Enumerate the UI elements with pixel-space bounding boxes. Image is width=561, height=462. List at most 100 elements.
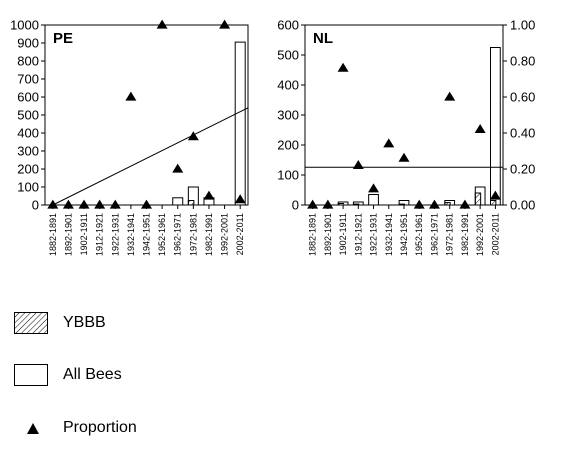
proportion-marker <box>62 199 74 209</box>
x-tick-label: 1922-1931 <box>110 213 120 256</box>
legend-item-ybbb: YBBB <box>14 310 106 336</box>
x-tick-label: 1932-1941 <box>384 213 394 256</box>
y-tick-label: 0 <box>292 198 299 213</box>
y-tick-label: 500 <box>17 108 39 123</box>
proportion-marker <box>219 19 231 29</box>
y-tick-label: 400 <box>277 78 299 93</box>
x-tick-label: 1912-1921 <box>95 213 105 256</box>
legend-item-proportion: Proportion <box>14 415 137 441</box>
y-tick-label: 500 <box>277 48 299 63</box>
x-tick-label: 1992-2001 <box>475 213 485 256</box>
proportion-marker <box>203 190 215 200</box>
y2-tick-label: 0.80 <box>510 54 535 69</box>
y2-tick-label: 0.60 <box>510 90 535 105</box>
y-tick-label: 100 <box>17 180 39 195</box>
y-tick-label: 900 <box>17 36 39 51</box>
bar-ybbb <box>490 200 497 206</box>
x-tick-label: 1972-1981 <box>188 213 198 256</box>
y-tick-label: 700 <box>17 72 39 87</box>
trend-line <box>52 107 249 206</box>
proportion-marker <box>125 91 137 101</box>
x-tick-label: 1882-1891 <box>308 213 318 256</box>
y-tick-label: 300 <box>17 144 39 159</box>
x-tick-label: 1922-1931 <box>369 213 379 256</box>
proportion-marker <box>459 199 471 209</box>
legend-label-all-bees: All Bees <box>63 366 122 383</box>
figure: 010020030040050060070080090010001882-189… <box>10 18 535 257</box>
proportion-marker <box>474 124 486 133</box>
y-tick-label: 100 <box>277 168 299 183</box>
y2-tick-label: 0.00 <box>510 198 535 213</box>
proportion-marker <box>413 199 425 209</box>
y-tick-label: 0 <box>32 198 39 213</box>
x-tick-label: 1892-1901 <box>323 213 333 256</box>
y-tick-label: 600 <box>17 90 39 105</box>
x-tick-label: 1992-2001 <box>220 213 230 256</box>
legend-item-all-bees: All Bees <box>14 362 122 388</box>
x-tick-label: 1942-1951 <box>399 213 409 256</box>
x-tick-label: 1962-1971 <box>429 213 439 256</box>
bar-ybbb <box>474 192 482 206</box>
x-tick-label: 1962-1971 <box>173 213 183 256</box>
y2-tick-label: 1.00 <box>510 18 535 33</box>
x-tick-label: 1892-1901 <box>63 213 73 256</box>
proportion-marker <box>444 91 456 101</box>
proportion-marker <box>428 199 440 209</box>
y-tick-label: 200 <box>277 138 299 153</box>
proportion-marker <box>368 183 380 193</box>
x-tick-label: 1932-1941 <box>126 213 136 256</box>
y-tick-label: 300 <box>277 108 299 123</box>
panel-title: PE <box>53 30 73 47</box>
x-tick-label: 2002-2011 <box>490 213 500 255</box>
bar-ybbb <box>187 200 195 206</box>
proportion-marker <box>187 131 199 141</box>
legend: YBBB All Bees Proportion <box>0 300 300 460</box>
y-tick-label: 400 <box>17 126 39 141</box>
y-tick-label: 600 <box>277 18 299 33</box>
bar-all-bees <box>172 197 184 206</box>
proportion-marker <box>322 199 334 209</box>
proportion-marker <box>383 138 395 148</box>
x-tick-label: 1982-1991 <box>204 213 214 256</box>
x-tick-label: 1952-1961 <box>414 213 424 256</box>
legend-label-proportion: Proportion <box>63 419 137 436</box>
panel-nl: 0 100 200 300 400 500 600 0.00 0.20 0.40 0.60 0.80 1… <box>277 18 535 257</box>
proportion-marker <box>141 199 152 209</box>
y2-tick-label: 0.20 <box>510 162 535 177</box>
plot-frame <box>44 24 249 206</box>
x-tick-label: 1912-1921 <box>353 213 363 256</box>
x-tick-label: 1882-1891 <box>48 213 58 256</box>
open-swatch-icon <box>14 364 48 386</box>
y-tick-label: 800 <box>17 54 39 69</box>
bar-all-bees <box>490 47 501 206</box>
x-tick-label: 1972-1981 <box>445 213 455 256</box>
hatch-swatch-icon <box>14 312 48 334</box>
x-tick-label: 1952-1961 <box>157 213 167 256</box>
proportion-marker <box>489 190 501 200</box>
panel-title: NL <box>313 30 333 47</box>
y2-tick-label: 0.40 <box>510 126 535 141</box>
proportion-marker <box>234 194 246 204</box>
proportion-marker <box>398 152 410 162</box>
proportion-marker <box>78 199 90 209</box>
proportion-marker <box>109 199 121 209</box>
x-tick-label: 1982-1991 <box>460 213 470 256</box>
x-tick-label: 1942-1951 <box>142 213 152 256</box>
x-tick-label: 1902-1911 <box>79 213 89 255</box>
proportion-marker <box>352 160 364 169</box>
proportion-marker <box>156 19 168 29</box>
proportion-marker <box>307 199 319 209</box>
bar-ybbb <box>337 203 345 206</box>
x-tick-label: 2002-2011 <box>235 213 245 255</box>
y-tick-label: 200 <box>17 162 39 177</box>
proportion-marker <box>337 62 349 72</box>
bar-all-bees <box>368 194 379 206</box>
proportion-marker <box>172 163 184 173</box>
proportion-marker <box>47 199 59 209</box>
legend-label-ybbb: YBBB <box>63 314 106 331</box>
triangle-marker-icon <box>27 422 39 434</box>
proportion-marker <box>94 199 106 209</box>
x-tick-label: 1902-1911 <box>338 213 348 255</box>
bar-ybbb <box>398 203 405 206</box>
bar-ybbb <box>352 203 360 206</box>
